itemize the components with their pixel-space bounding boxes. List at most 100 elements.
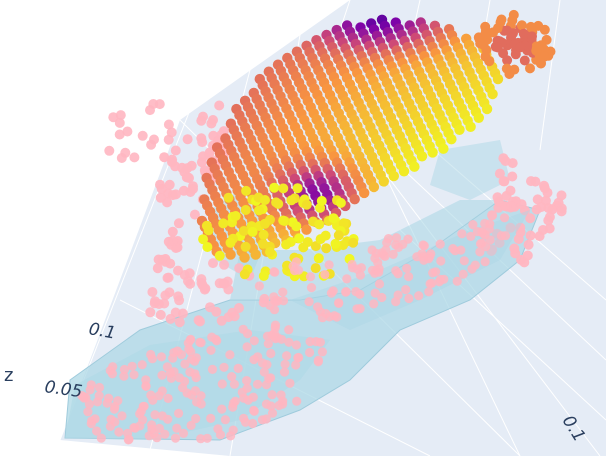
pink-point (435, 239, 445, 249)
pink-point (457, 229, 467, 239)
pink-point (313, 355, 323, 365)
pink-point (242, 342, 252, 352)
plasma-point (492, 73, 504, 85)
pink-point (184, 268, 195, 279)
pink-point (173, 218, 184, 229)
plasma-point (328, 213, 339, 224)
pink-point (155, 309, 166, 320)
pink-point (259, 367, 269, 377)
pink-point (404, 293, 414, 304)
pink-point (494, 168, 505, 179)
pink-point (81, 393, 91, 403)
pink-point (211, 334, 221, 344)
plasma-point (525, 63, 535, 74)
pink-point (141, 381, 151, 391)
pink-point (157, 386, 167, 396)
plasma-point-cloud (196, 9, 556, 282)
pink-point (184, 173, 194, 183)
pink-point (191, 414, 201, 424)
plasma-point (536, 58, 546, 69)
pink-point (427, 278, 437, 288)
plasma-point (241, 185, 252, 196)
plasma-point (519, 55, 530, 66)
plasma-point (240, 205, 251, 215)
plasma-point (313, 253, 324, 264)
plasma-point (294, 233, 305, 244)
pink-point (370, 288, 380, 298)
plasma-point (495, 17, 506, 28)
plasma-point (480, 51, 491, 62)
pink-point (494, 237, 505, 248)
pink-point (234, 303, 244, 313)
plasma-point (454, 124, 465, 135)
plasma-point (310, 241, 321, 252)
pink-point (320, 269, 330, 280)
pink-point (114, 117, 125, 128)
pink-point (214, 100, 225, 111)
pink-point (172, 346, 182, 356)
pink-point (243, 395, 253, 405)
pink-point (254, 281, 264, 291)
pink-point (317, 347, 327, 357)
pink-point (190, 386, 200, 396)
pink-point (436, 256, 446, 266)
plasma-point (416, 151, 428, 162)
pink-point (208, 258, 218, 269)
pink-point (196, 399, 206, 409)
plasma-point (292, 183, 303, 194)
pink-point (284, 325, 294, 335)
plasma-point (223, 192, 234, 203)
pink-point (269, 292, 279, 302)
pink-point (525, 213, 536, 224)
pink-point (292, 396, 302, 406)
pink-point (369, 299, 379, 309)
pink-point (107, 369, 117, 379)
pink-point (448, 244, 458, 254)
plasma-point (286, 195, 297, 206)
pink-point (485, 219, 495, 229)
pink-point (122, 126, 133, 137)
pink-point (266, 401, 276, 411)
pink-point (374, 279, 385, 289)
plasma-point (240, 241, 251, 252)
pink-point (279, 367, 290, 377)
pink-point (266, 348, 276, 359)
pink-point (556, 190, 567, 201)
pink-point (157, 370, 167, 380)
pink-point (468, 220, 478, 230)
pink-point (324, 260, 334, 270)
plasma-point (349, 194, 360, 205)
pink-point (227, 372, 237, 382)
pink-point (119, 371, 129, 381)
plasma-point (250, 249, 261, 260)
pink-point (155, 192, 166, 203)
pink-point (167, 157, 177, 168)
plasma-point (409, 161, 420, 172)
pink-point (425, 251, 435, 262)
plasma-point (260, 195, 270, 205)
plasma-point (508, 9, 519, 20)
pink-point (532, 194, 543, 205)
pink-point (543, 203, 554, 214)
plasma-point (487, 88, 498, 100)
pink-point (374, 264, 384, 274)
pink-point (199, 284, 210, 295)
plasma-point (316, 195, 327, 206)
plasma-point (518, 28, 529, 39)
pink-point (170, 433, 181, 443)
pink-point (262, 331, 273, 341)
pink-point (173, 291, 184, 302)
pink-point (226, 431, 236, 441)
plasma-point (481, 103, 493, 115)
plasma-point (359, 187, 370, 199)
pink-point (137, 130, 148, 141)
plasma-point (225, 249, 236, 260)
pink-point (242, 383, 252, 393)
pink-point (326, 288, 336, 298)
plasma-point (265, 247, 275, 257)
pink-point (267, 390, 277, 400)
plasma-point (502, 25, 512, 36)
pink-point (509, 243, 520, 254)
